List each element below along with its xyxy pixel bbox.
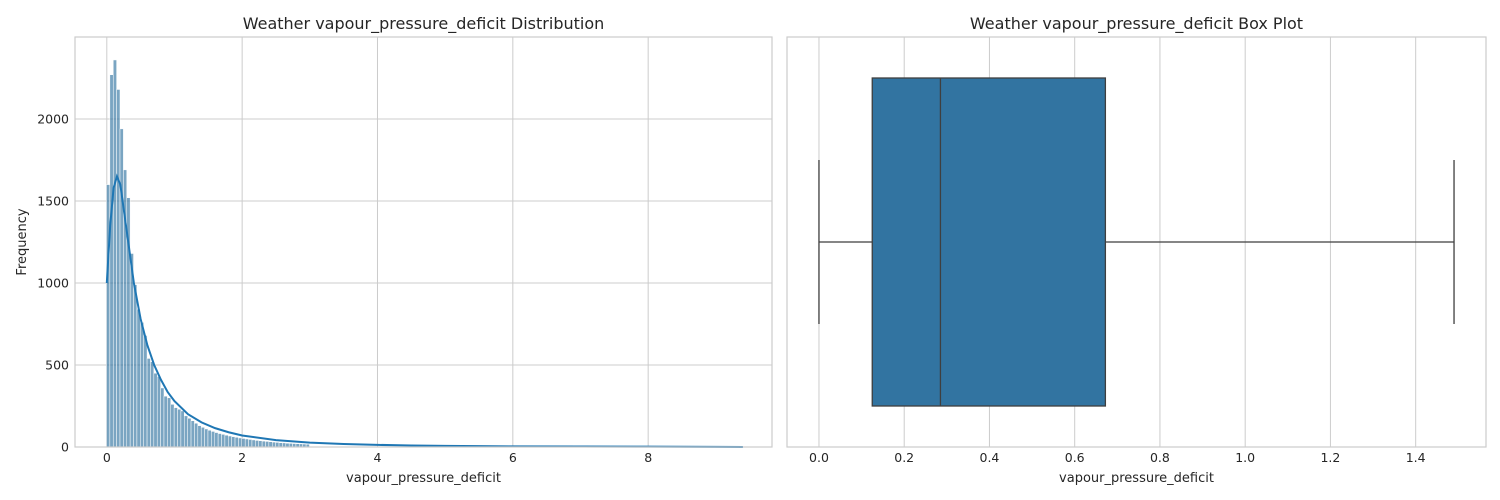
histogram-bar [163, 395, 168, 448]
histogram-bar [204, 428, 209, 448]
box-plot-x-tick-label: 1.4 [1406, 450, 1426, 465]
histogram-x-tick-label: 0 [103, 450, 111, 465]
histogram-bar [119, 128, 124, 448]
histogram-bar [241, 438, 246, 448]
histogram-bar [156, 376, 161, 448]
histogram-bar [217, 433, 222, 448]
histogram-bar [231, 436, 236, 448]
histogram-y-tick-label: 0 [61, 440, 69, 455]
histogram-bar [261, 440, 266, 448]
histogram-bar [187, 418, 192, 448]
histogram-bar [251, 439, 256, 448]
histogram-bar [272, 441, 276, 448]
box-plot-x-tick-label: 0.6 [1065, 450, 1085, 465]
histogram-bar [258, 440, 263, 448]
histogram-bar [150, 361, 155, 448]
histogram-bar [170, 404, 175, 448]
interquartile-box [871, 77, 1107, 407]
box-plot-x-tick-label: 0.4 [980, 450, 1000, 465]
histogram-bar [278, 442, 283, 448]
histogram-bar [255, 440, 259, 448]
box-plot-x-tick-label: 0.2 [894, 450, 914, 465]
box-plot-x-tick-label: 1.0 [1235, 450, 1255, 465]
histogram-y-tick-label: 2000 [37, 112, 69, 127]
kde-curve [105, 173, 743, 448]
box-plot-x-axis-label: vapour_pressure_deficit [1059, 471, 1214, 486]
histogram-bar [133, 284, 138, 448]
box-plot-x-tick-label: 1.2 [1320, 450, 1340, 465]
histogram-bar [184, 415, 188, 448]
histogram-bar [221, 434, 226, 448]
box-plot-x-ticks: 0.0 0.2 0.4 0.6 0.8 1.0 1.2 1.4 [809, 450, 1426, 465]
histogram-x-axis-label: vapour_pressure_deficit [346, 471, 501, 486]
histogram-bar [228, 435, 232, 448]
histogram-bar [153, 372, 158, 448]
histogram-x-tick-label: 6 [509, 450, 517, 465]
histogram-bar [116, 89, 121, 448]
histogram-bar [224, 434, 229, 448]
histogram-bar [275, 442, 280, 448]
histogram-y-tick-label: 1000 [37, 276, 69, 291]
histogram-bar [207, 430, 212, 448]
histogram-bar [180, 410, 185, 448]
box-plot-frame [786, 36, 1487, 448]
histogram-bar [109, 74, 114, 448]
histogram-bars [106, 59, 310, 448]
histogram-bar [177, 409, 182, 448]
histogram-bar [211, 431, 215, 448]
histogram-title: Weather vapour_pressure_deficit Distribu… [243, 14, 605, 34]
histogram-y-tick-label: 500 [45, 358, 69, 373]
histogram-y-tick-label: 1500 [37, 194, 69, 209]
histogram-gridlines [75, 37, 772, 448]
histogram-bar [200, 427, 205, 448]
histogram-bar [173, 407, 178, 448]
histogram-bar [143, 335, 148, 448]
histogram-bar [190, 420, 195, 448]
histogram-bar [214, 432, 219, 448]
histogram-bar [136, 308, 141, 448]
box-plot-x-tick-label: 0.0 [809, 450, 829, 465]
histogram-bar [268, 441, 273, 448]
histogram-frame [74, 36, 773, 448]
histogram-bar [244, 438, 249, 448]
histogram-bar [194, 422, 199, 448]
box-plot-panel: 0.0 0.2 0.4 0.6 0.8 1.0 1.2 1.4 Weather vapour_… [786, 14, 1487, 486]
histogram-x-tick-label: 8 [644, 450, 652, 465]
histogram-bar [238, 437, 243, 448]
histogram-x-ticks: 0 2 4 6 8 [103, 450, 652, 465]
histogram-bar [282, 442, 287, 448]
histogram-x-tick-label: 2 [238, 450, 246, 465]
box-plot-elements [818, 77, 1455, 407]
histogram-bar [234, 437, 239, 448]
histogram-panel: 0 2 4 6 8 0 500 1000 1500 2000 Weather vapour_pr… [15, 14, 773, 486]
histogram-x-tick-label: 4 [374, 450, 382, 465]
histogram-bar [160, 387, 165, 448]
histogram-bar [112, 59, 117, 448]
box-plot-x-tick-label: 0.8 [1150, 450, 1170, 465]
box-plot-title: Weather vapour_pressure_deficit Box Plot [970, 14, 1303, 34]
histogram-bar [197, 425, 202, 448]
histogram-bar [248, 439, 253, 448]
histogram-y-axis-label: Frequency [15, 208, 30, 275]
histogram-bar [140, 322, 144, 448]
histogram-bar [146, 358, 151, 448]
histogram-y-ticks: 0 500 1000 1500 2000 [37, 112, 69, 455]
histogram-bar [167, 397, 172, 448]
histogram-bar [265, 441, 270, 448]
